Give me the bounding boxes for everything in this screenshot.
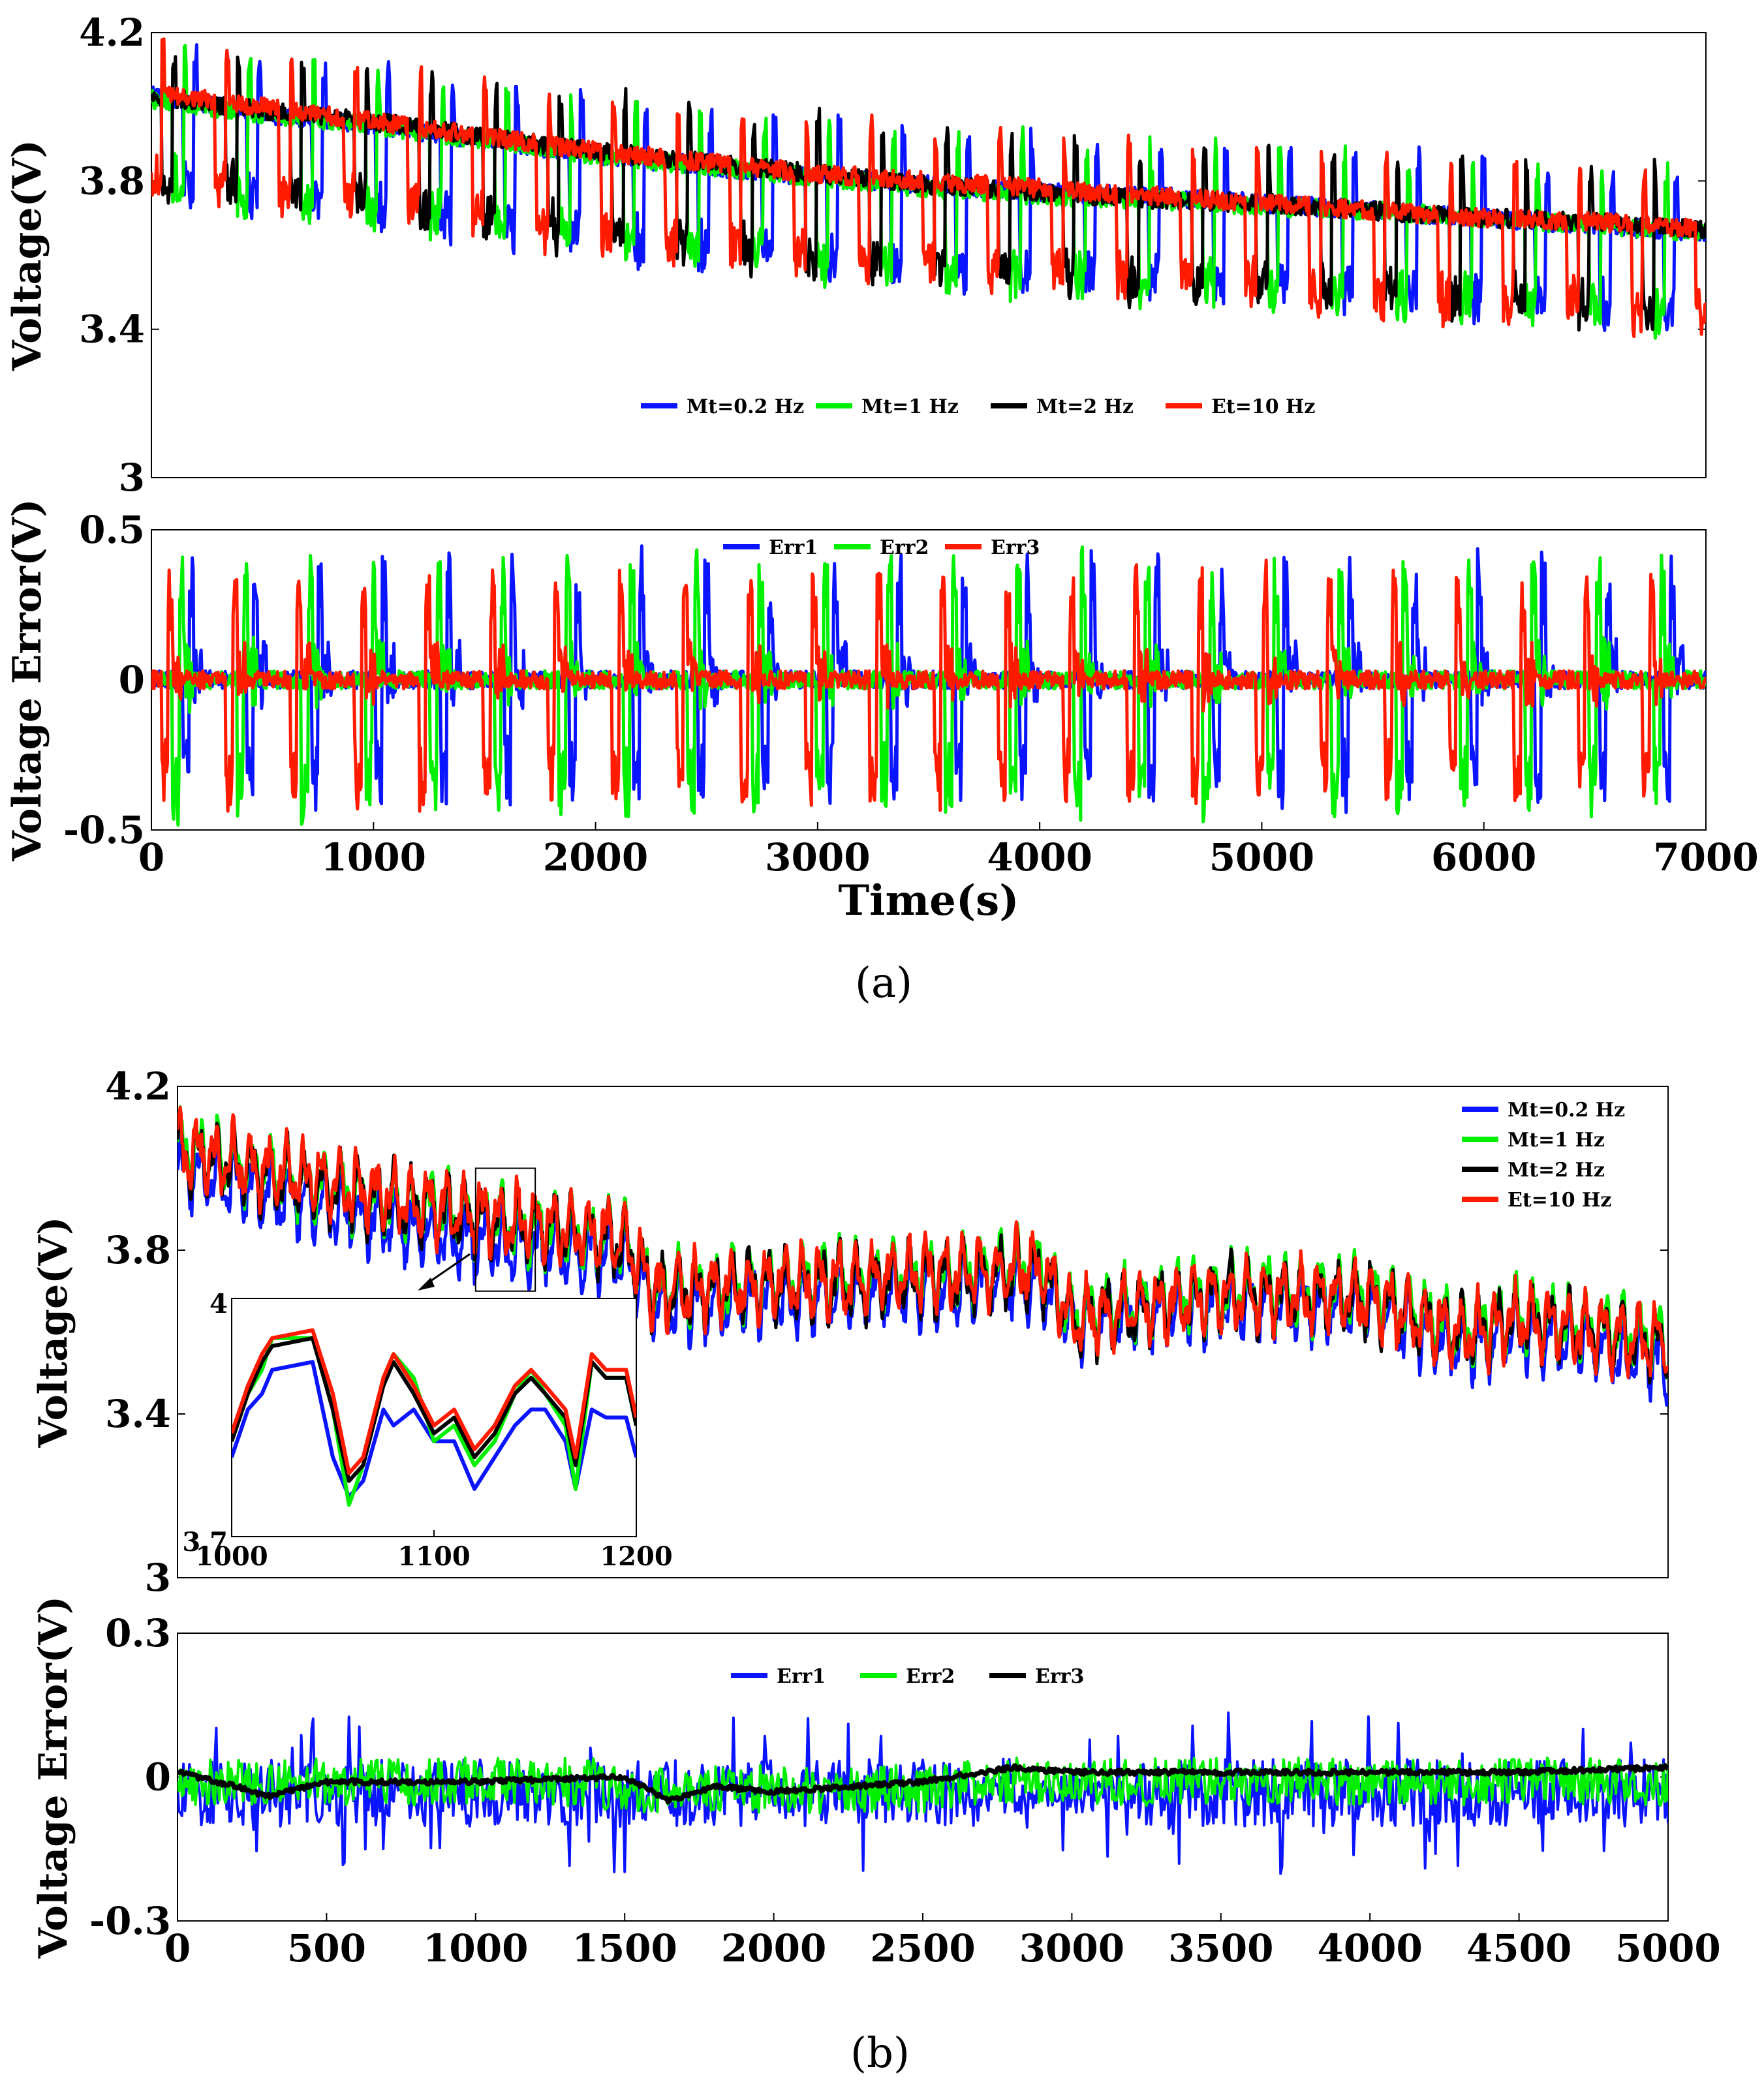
b_error-xtick-label: 500 [287,1926,366,1971]
a_error-ylabel: Voltage Error(V) [5,498,50,861]
b-error-legend-label: Err1 [777,1665,826,1688]
b-inset-xtick-label: 1100 [397,1541,470,1572]
a_error-ytick-label: -0.5 [63,808,145,852]
a_error-xtick-label: 0 [138,835,164,880]
a-voltage-series-mt-2-hz [151,55,1706,332]
a-error-legend-label: Err2 [880,536,929,559]
a_error-xtick-label: 4000 [987,835,1092,880]
a_voltage-ytick-label: 3.8 [79,159,145,203]
a-error-series-err3 [151,559,1706,813]
a_error-xtick-label: 7000 [1653,835,1758,880]
a_error-xtick-label: 5000 [1209,835,1314,880]
panel-a-label: (a) [855,959,913,1007]
b-voltage-legend-label: Et=10 Hz [1508,1189,1611,1212]
b-voltage-series-et-10-hz [178,1105,1668,1383]
a_error-xtick-label: 6000 [1431,835,1536,880]
a_error-xtick-label: 1000 [321,835,426,880]
b_voltage-ytick-label: 3 [145,1556,171,1600]
b_error-xtick-label: 4000 [1317,1926,1422,1971]
b_error-xtick-label: 1000 [423,1926,528,1971]
a_error-xlabel: Time(s) [839,876,1019,925]
b-error-legend-label: Err2 [906,1665,955,1688]
b_voltage-ytick-label: 3.4 [105,1392,171,1436]
b_error-ytick-label: -0.3 [89,1899,171,1943]
a-voltage-legend-label: Mt=0.2 Hz [687,395,804,418]
b-error-series-err3 [178,1763,1668,1805]
b-zoom-box [474,1167,536,1292]
b_voltage-axes-frame [177,1086,1669,1578]
a-error-legend-label: Err3 [991,536,1040,559]
a_voltage-ylabel: Voltage(V) [5,140,50,371]
a_error-ytick-label: 0.5 [79,508,145,552]
a-voltage-legend-label: Mt=1 Hz [861,395,959,418]
b_error-xtick-label: 1500 [572,1926,677,1971]
a-voltage-legend-label: Et=10 Hz [1211,395,1315,418]
b_error-xtick-label: 0 [164,1926,191,1971]
b-inset-ytick-label: 3.7 [182,1527,228,1557]
b_error-ylabel: Voltage Error(V) [31,1596,76,1959]
b_voltage-ytick-label: 3.8 [105,1228,171,1272]
b_error-xtick-label: 2000 [721,1926,826,1971]
b-error-legend-label: Err3 [1035,1665,1084,1688]
panel-b-label: (b) [850,2029,910,2078]
a_error-xtick-label: 3000 [765,835,870,880]
a_voltage-ytick-label: 4.2 [79,10,145,55]
b_voltage-ylabel: Voltage(V) [31,1217,76,1449]
b_error-ytick-label: 0 [145,1755,171,1800]
b_error-xtick-label: 3500 [1168,1926,1273,1971]
a_voltage-ytick-label: 3 [119,455,145,500]
a_error-ytick-label: 0 [119,658,145,702]
a_voltage-ytick-label: 3.4 [79,307,145,352]
b_voltage-ytick-label: 4.2 [105,1064,171,1109]
b-voltage-legend-label: Mt=0.2 Hz [1508,1099,1625,1122]
b-inset-series-et-10-hz [232,1328,636,1475]
b-voltage-legend-label: Mt=1 Hz [1508,1129,1605,1152]
b_error-xtick-label: 2500 [870,1926,975,1971]
a-error-legend-label: Err1 [769,536,818,559]
b-zoom-arrowhead [418,1278,435,1291]
b_error-ytick-label: 0.3 [105,1611,171,1655]
b-inset-xtick-label: 1200 [600,1541,672,1572]
b_error-xtick-label: 3000 [1019,1926,1124,1971]
a-voltage-series-et-10-hz [151,37,1706,339]
b-inset-ytick-label: 4 [209,1289,228,1319]
b_error-xtick-label: 5000 [1615,1926,1720,1971]
b-inset-xtick-label: 1000 [195,1541,268,1572]
a_voltage-axes-frame [151,32,1707,478]
b_error-xtick-label: 4500 [1466,1926,1571,1971]
b-voltage-legend-label: Mt=2 Hz [1508,1159,1605,1182]
a_error-xtick-label: 2000 [543,835,648,880]
a-voltage-legend-label: Mt=2 Hz [1036,395,1134,418]
